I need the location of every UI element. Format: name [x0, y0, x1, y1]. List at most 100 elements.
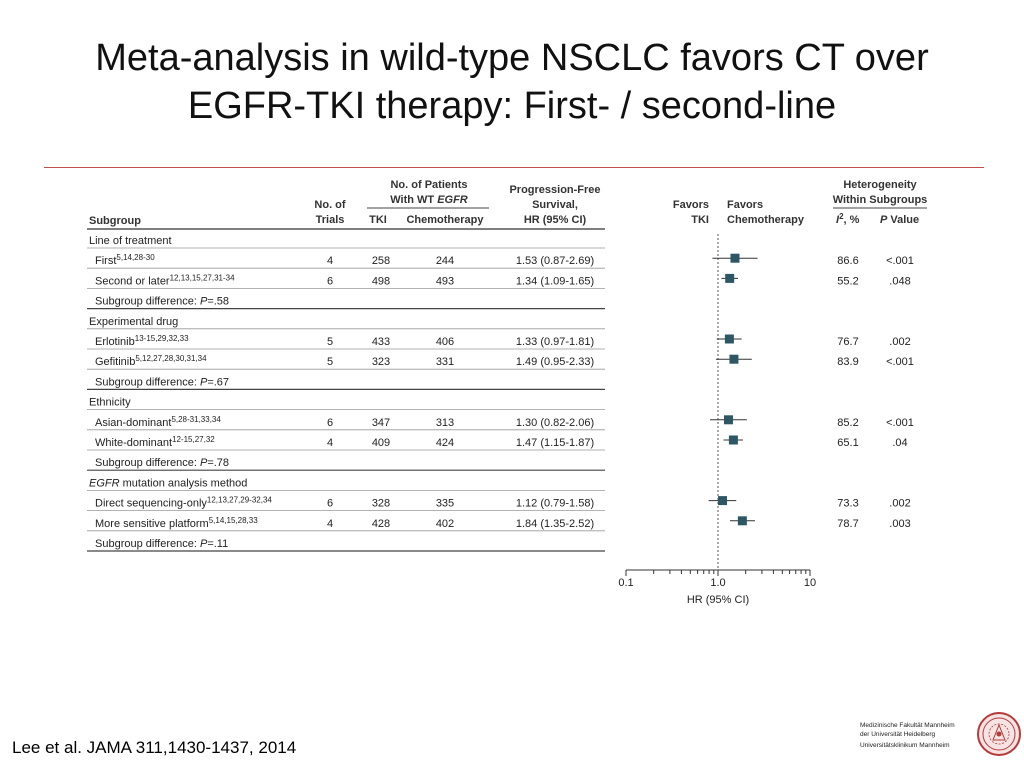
- forest-plot: 0.1 1.0 10 HR (95% CI): [618, 234, 816, 606]
- header-trials-1: No. of: [314, 199, 345, 211]
- chemo-patients: 402: [436, 518, 454, 530]
- hr-marker: [729, 354, 739, 364]
- subgroup-label: First5,14,28-30: [95, 253, 155, 267]
- subgroup-label: Second or later12,13,15,27,31-34: [95, 273, 235, 287]
- trials-count: 4: [327, 518, 333, 530]
- chemo-patients: 244: [436, 255, 454, 267]
- tick-label: 10: [804, 577, 816, 589]
- header-pfs-2: Survival,: [532, 199, 578, 211]
- university-seal-icon: [977, 712, 1021, 756]
- p-value: <.001: [886, 255, 914, 267]
- header-favors-chemo-1: Favors: [727, 199, 763, 211]
- logo-line-3: Universitätsklinikum Mannheim: [860, 742, 950, 749]
- tki-patients: 347: [372, 417, 390, 429]
- institution-logo-text: Medizinische Fakultät Mannheim der Unive…: [860, 722, 970, 751]
- chemo-patients: 493: [436, 275, 454, 287]
- i2-value: 78.7: [837, 518, 858, 530]
- table-body: Line of treatment First5,14,28-30 4 258 244 1…: [87, 235, 914, 552]
- hr-ci-value: 1.33 (0.97-1.81): [516, 336, 594, 348]
- i2-value: 73.3: [837, 498, 858, 510]
- header-heterogeneity-2: Within Subgroups: [833, 194, 928, 206]
- i2-value: 86.6: [837, 255, 858, 267]
- hr-ci-value: 1.49 (0.95-2.33): [516, 356, 594, 368]
- subgroup-difference: Subgroup difference: P=.11: [95, 538, 228, 550]
- hr-ci-value: 1.12 (0.79-1.58): [516, 498, 594, 510]
- header-patients-2: With WT EGFR: [390, 194, 468, 206]
- hr-marker: [730, 253, 740, 263]
- slide-title: Meta-analysis in wild-type NSCLC favors …: [0, 34, 1024, 130]
- tki-patients: 409: [372, 437, 390, 449]
- i2-value: 85.2: [837, 417, 858, 429]
- subgroup-label: Direct sequencing-only12,13,27,29-32,34: [95, 496, 272, 510]
- section-title: Ethnicity: [89, 397, 131, 409]
- header-subgroup: Subgroup: [89, 215, 141, 227]
- subgroup-label: Erlotinib13-15,29,32,33: [95, 334, 189, 348]
- hr-marker: [737, 516, 747, 526]
- chemo-patients: 424: [436, 437, 454, 449]
- header-favors-chemo-2: Chemotherapy: [727, 214, 805, 226]
- logo-line-1: Medizinische Fakultät Mannheim: [860, 722, 955, 729]
- section-title: EGFR mutation analysis method: [89, 477, 247, 489]
- trials-count: 4: [327, 255, 333, 267]
- trials-count: 5: [327, 356, 333, 368]
- i2-value: 55.2: [837, 275, 858, 287]
- hr-ci-value: 1.34 (1.09-1.65): [516, 275, 594, 287]
- subgroup-label: More sensitive platform5,14,15,28,33: [95, 516, 258, 530]
- tick-label: 0.1: [618, 577, 633, 589]
- hr-ci-value: 1.53 (0.87-2.69): [516, 255, 594, 267]
- tki-patients: 258: [372, 255, 390, 267]
- p-value: .002: [889, 498, 910, 510]
- hr-ci-value: 1.84 (1.35-2.52): [516, 518, 594, 530]
- forest-plot-figure: Subgroup No. of Trials No. of Patients W…: [87, 179, 928, 606]
- header-favors-tki-2: TKI: [691, 214, 709, 226]
- hr-ci-value: 1.47 (1.15-1.87): [516, 437, 594, 449]
- chemo-patients: 313: [436, 417, 454, 429]
- tki-patients: 323: [372, 356, 390, 368]
- hr-marker: [723, 415, 733, 425]
- section-title: Experimental drug: [89, 316, 178, 328]
- chemo-patients: 335: [436, 498, 454, 510]
- citation: Lee et al. JAMA 311,1430-1437, 2014: [12, 738, 297, 757]
- tki-patients: 498: [372, 275, 390, 287]
- trials-count: 6: [327, 275, 333, 287]
- subgroup-difference: Subgroup difference: P=.78: [95, 457, 229, 469]
- header-favors-tki-1: Favors: [673, 199, 709, 211]
- subgroup-difference: Subgroup difference: P=.58: [95, 296, 229, 308]
- header-patients-1: No. of Patients: [390, 179, 467, 191]
- subgroup-label: White-dominant12-15,27,32: [95, 435, 215, 449]
- header-tki: TKI: [369, 214, 387, 226]
- p-value: <.001: [886, 417, 914, 429]
- subgroup-difference: Subgroup difference: P=.67: [95, 376, 229, 388]
- trials-count: 6: [327, 498, 333, 510]
- trials-count: 6: [327, 417, 333, 429]
- p-value: .002: [889, 336, 910, 348]
- header-pfs-3: HR (95% CI): [524, 214, 587, 226]
- subgroup-label: Asian-dominant5,28-31,33,34: [95, 415, 221, 429]
- tki-patients: 328: [372, 498, 390, 510]
- tki-patients: 428: [372, 518, 390, 530]
- header-pfs-1: Progression-Free: [509, 184, 600, 196]
- hr-marker: [725, 273, 735, 283]
- title-line-2: EGFR-TKI therapy: First- / second-line: [187, 85, 837, 127]
- hr-marker: [724, 334, 734, 344]
- p-value: .048: [889, 275, 910, 287]
- tick-label: 1.0: [710, 577, 725, 589]
- hr-marker: [728, 435, 738, 445]
- section-title: Line of treatment: [89, 235, 172, 247]
- header-trials-2: Trials: [316, 214, 345, 226]
- trials-count: 5: [327, 336, 333, 348]
- p-value: .04: [892, 437, 907, 449]
- subgroup-label: Gefitinib5,12,27,28,30,31,34: [95, 354, 207, 368]
- chemo-patients: 331: [436, 356, 454, 368]
- i2-value: 83.9: [837, 356, 858, 368]
- trials-count: 4: [327, 437, 333, 449]
- tki-patients: 433: [372, 336, 390, 348]
- header-chemo: Chemotherapy: [406, 214, 484, 226]
- p-value: .003: [889, 518, 910, 530]
- hr-marker: [718, 496, 728, 506]
- header-p-value: P Value: [880, 214, 919, 226]
- title-line-1: Meta-analysis in wild-type NSCLC favors …: [95, 37, 929, 79]
- hr-ci-value: 1.30 (0.82-2.06): [516, 417, 594, 429]
- x-axis-label: HR (95% CI): [687, 594, 749, 606]
- p-value: <.001: [886, 356, 914, 368]
